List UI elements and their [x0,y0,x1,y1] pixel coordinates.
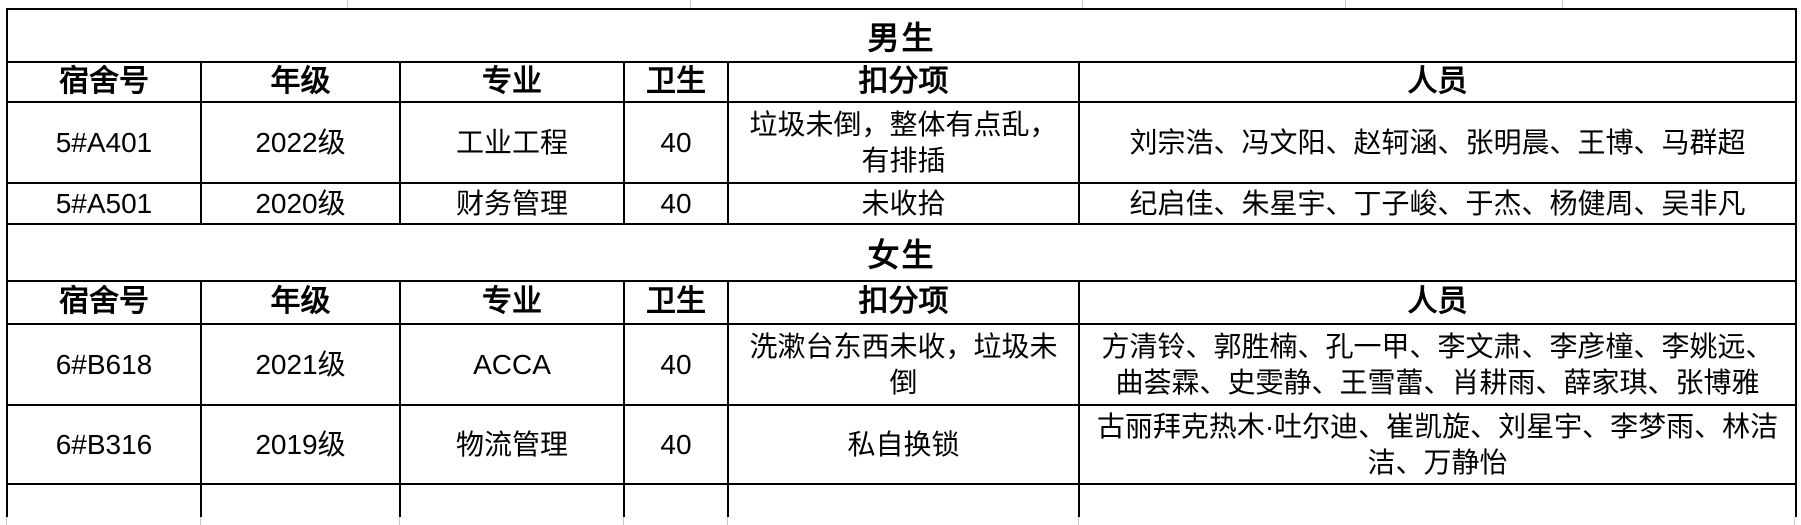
col-header-hygiene[interactable]: 卫生 [623,280,729,325]
gridline [690,0,691,8]
cell-grade[interactable] [200,483,401,519]
gridline [623,517,624,525]
cell-hygiene[interactable]: 40 [623,182,729,225]
cell-members[interactable]: 刘宗浩、冯文阳、赵轲涵、张明晨、王博、马群超 [1077,101,1798,184]
gridline [347,0,348,8]
grid-strip-top [0,0,1801,8]
cell-members[interactable] [1077,483,1798,519]
cell-deduction[interactable]: 未收拾 [727,182,1080,225]
cell-deduction[interactable]: 垃圾未倒，整体有点乱，有排插 [727,101,1080,184]
gridline [1082,0,1083,8]
cell-hygiene[interactable]: 40 [623,323,729,406]
col-header-dorm[interactable]: 宿舍号 [6,61,202,103]
cell-deduction[interactable]: 私自换锁 [727,404,1080,485]
cell-dorm[interactable] [6,483,202,519]
cell-grade[interactable]: 2022级 [200,101,401,184]
cell-major[interactable] [399,483,625,519]
section-title-male[interactable]: 男生 [5,8,1798,63]
table-row: 男生 [5,8,1798,63]
table-row: 女生 [5,223,1798,282]
cell-hygiene[interactable] [623,483,729,519]
col-header-grade[interactable]: 年级 [200,61,401,103]
col-header-hygiene[interactable]: 卫生 [623,61,729,103]
col-header-deduction[interactable]: 扣分项 [727,61,1080,103]
table-row: 5#A401 2022级 工业工程 40 垃圾未倒，整体有点乱，有排插 刘宗浩、… [6,101,1798,184]
cell-major[interactable]: 财务管理 [399,182,625,225]
cell-dorm[interactable]: 5#A401 [6,101,202,184]
gridline [1345,0,1346,8]
section-title-female[interactable]: 女生 [5,223,1798,282]
gridline [399,517,400,525]
gridline [1794,517,1795,525]
col-header-dorm[interactable]: 宿舍号 [6,280,202,325]
col-header-major[interactable]: 专业 [399,61,625,103]
cell-grade[interactable]: 2021级 [200,323,401,406]
cell-hygiene[interactable]: 40 [623,101,729,184]
cell-grade[interactable]: 2020级 [200,182,401,225]
cell-dorm[interactable]: 5#A501 [6,182,202,225]
col-header-deduction[interactable]: 扣分项 [727,280,1080,325]
col-header-major[interactable]: 专业 [399,280,625,325]
cell-members[interactable]: 古丽拜克热木·吐尔迪、崔凯旋、刘星宇、李梦雨、林洁洁、万静怡 [1077,404,1798,485]
col-header-grade[interactable]: 年级 [200,280,401,325]
cell-deduction[interactable] [727,483,1080,519]
gridline [1562,0,1563,8]
cell-hygiene[interactable]: 40 [623,404,729,485]
table-row: 6#B618 2021级 ACCA 40 洗漱台东西未收，垃圾未倒 方清铃、郭胜… [6,323,1798,406]
gridline [1078,517,1079,525]
cell-major[interactable]: 物流管理 [399,404,625,485]
table-header-row: 宿舍号 年级 专业 卫生 扣分项 人员 [6,61,1798,103]
cell-major[interactable]: ACCA [399,323,625,406]
dorm-inspection-table: 男生 宿舍号 年级 专业 卫生 扣分项 人员 5#A401 2022级 工业工程… [5,8,1798,519]
table-row: 6#B316 2019级 物流管理 40 私自换锁 古丽拜克热木·吐尔迪、崔凯旋… [6,404,1798,485]
cell-major[interactable]: 工业工程 [399,101,625,184]
gridline [727,517,728,525]
cell-deduction[interactable]: 洗漱台东西未收，垃圾未倒 [727,323,1080,406]
table-row: 5#A501 2020级 财务管理 40 未收拾 纪启佳、朱星宇、丁子峻、于杰、… [6,182,1798,225]
grid-strip-bottom [0,517,1801,525]
cell-grade[interactable]: 2019级 [200,404,401,485]
cell-dorm[interactable]: 6#B618 [6,323,202,406]
cell-dorm[interactable]: 6#B316 [6,404,202,485]
cell-members[interactable]: 方清铃、郭胜楠、孔一甲、李文肃、李彦橦、李姚远、曲荟霖、史雯静、王雪蕾、肖耕雨、… [1077,323,1798,406]
table-row-empty [6,483,1798,519]
cell-members[interactable]: 纪启佳、朱星宇、丁子峻、于杰、杨健周、吴非凡 [1077,182,1798,225]
col-header-members[interactable]: 人员 [1077,280,1798,325]
gridline [200,517,201,525]
table-header-row: 宿舍号 年级 专业 卫生 扣分项 人员 [6,280,1798,325]
col-header-members[interactable]: 人员 [1077,61,1798,103]
gridline [6,517,7,525]
